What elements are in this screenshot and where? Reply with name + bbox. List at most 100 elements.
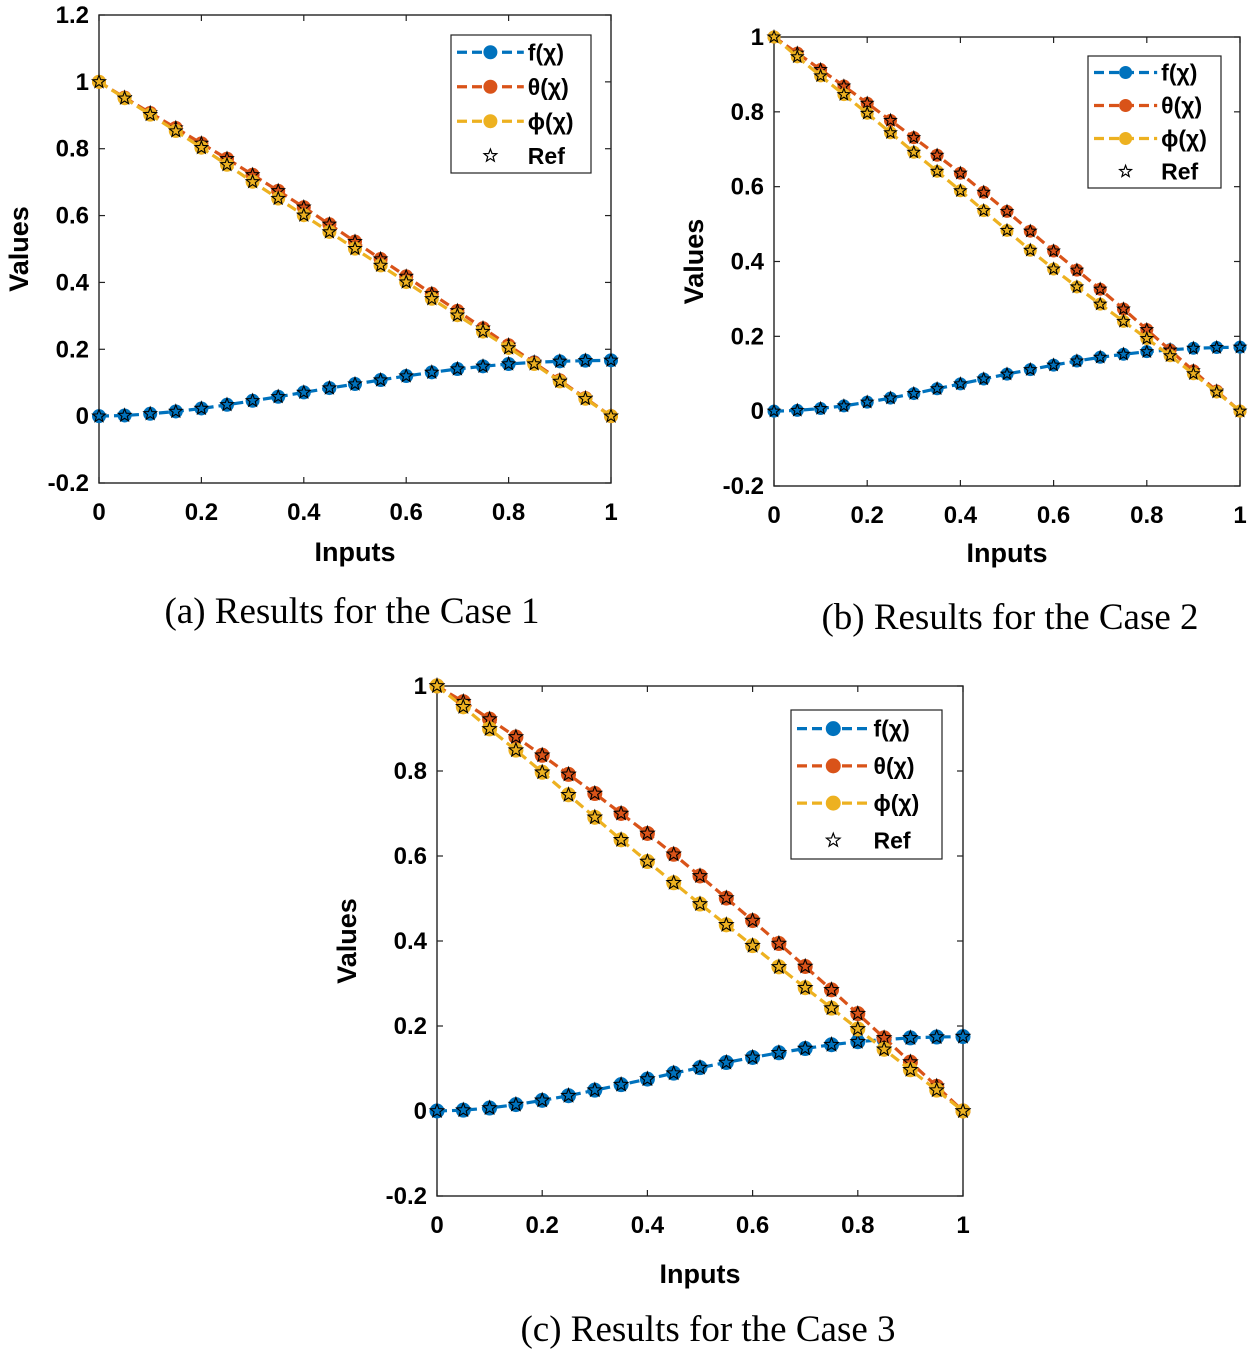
data-point-phi [296,208,311,223]
y-tick-label: 0.2 [394,1013,427,1040]
ref-marker [142,405,159,421]
ref-marker [321,223,338,239]
x-tick-label: 0.6 [736,1212,769,1239]
series-phi [91,73,619,424]
data-point-phi [876,1041,892,1057]
ref-marker [116,90,133,105]
series-line-f [436,1035,964,1113]
data-point-f [718,1055,734,1071]
ref-marker [398,367,415,383]
data-point-f [884,391,897,405]
data-point-phi [271,191,286,206]
legend: f(χ) θ(χ) ϕ(χ) Ref [450,34,592,174]
ref-marker [1116,346,1131,361]
x-tick-label: 0.6 [1037,502,1070,529]
data-point-phi [1210,385,1224,399]
y-tick-label: -0.2 [48,470,89,497]
data-point-f [482,1100,498,1116]
ref-marker [1092,281,1108,296]
ref-marker [295,384,312,400]
series-theta [766,29,1248,418]
legend-item: ϕ(χ) [797,790,919,816]
y-tick-label: 0 [414,1098,427,1125]
data-point-phi [1163,349,1177,363]
data-point-phi [455,699,471,715]
ref-marker [219,396,235,412]
legend-label: θ(χ) [1161,93,1202,119]
x-tick-label: 0.2 [185,499,218,526]
ref-marker [372,371,389,387]
data-point-phi [117,91,132,106]
data-point-theta [824,982,839,998]
data-point-f [1070,354,1084,368]
series-line-phi [436,684,964,1113]
data-point-theta [907,131,921,145]
ref-marker [766,403,782,418]
legend-marker-theta [483,79,498,94]
ref-marker [167,403,184,419]
ref-marker [744,1048,761,1065]
data-point-f [501,356,516,371]
ref-marker [500,355,517,371]
ref-marker [836,86,852,101]
ref-marker [423,290,440,306]
y-axis-label: Values [332,898,362,984]
legend-marker-phi [483,114,498,129]
data-point-phi [930,164,944,178]
data-point-f [1117,347,1130,361]
data-point-f [117,408,132,423]
data-point-phi [797,980,813,996]
ref-marker [398,273,415,289]
data-point-f [578,353,593,368]
data-point-phi [450,308,465,323]
data-point-f [450,362,465,377]
data-point-f [1233,340,1247,354]
ref-marker [1209,339,1225,354]
data-point-phi [639,854,655,870]
legend-label: θ(χ) [528,74,569,100]
data-point-f [604,353,618,368]
data-point-phi [850,1021,866,1037]
data-point-theta [771,936,787,952]
y-tick-label: 0.4 [394,928,428,955]
ref-marker [789,49,805,64]
ref-marker [929,380,945,395]
x-tick-label: 0.2 [851,502,884,529]
x-tick-label: 0.8 [492,499,525,526]
series-phi [766,29,1248,418]
data-point-f [1023,363,1037,377]
data-point-phi [929,1082,945,1098]
data-point-f [587,1082,603,1098]
ref-marker [577,390,594,406]
y-tick-label: 0.2 [56,336,89,363]
ref-marker [976,202,992,217]
ref-marker [999,366,1015,381]
data-point-theta [692,868,708,884]
ref-marker [849,1004,867,1021]
y-tick-label: 0.4 [731,249,765,276]
legend-label: f(χ) [528,39,564,65]
ref-marker [813,400,828,415]
x-tick-label: 0.4 [631,1212,665,1239]
data-point-phi [578,391,593,406]
data-point-phi [1047,262,1061,276]
ref-marker [976,371,992,386]
data-point-theta [953,166,967,180]
x-tick-label: 0 [92,499,105,526]
ref-marker [244,392,261,408]
ref-marker [770,1044,788,1060]
ref-marker [526,355,543,371]
data-point-phi [168,123,183,138]
ref-marker [813,68,828,83]
data-point-f [561,1088,576,1104]
ref-marker [929,147,945,162]
data-point-phi [92,74,106,89]
ref-marker [507,1095,525,1112]
data-point-f [220,397,234,412]
legend-marker-f [1119,66,1133,79]
x-tick-label: 0.8 [1130,502,1163,529]
ref-marker [428,1102,446,1119]
ref-marker [929,163,945,178]
data-point-phi [613,832,629,848]
ref-marker [766,29,782,44]
